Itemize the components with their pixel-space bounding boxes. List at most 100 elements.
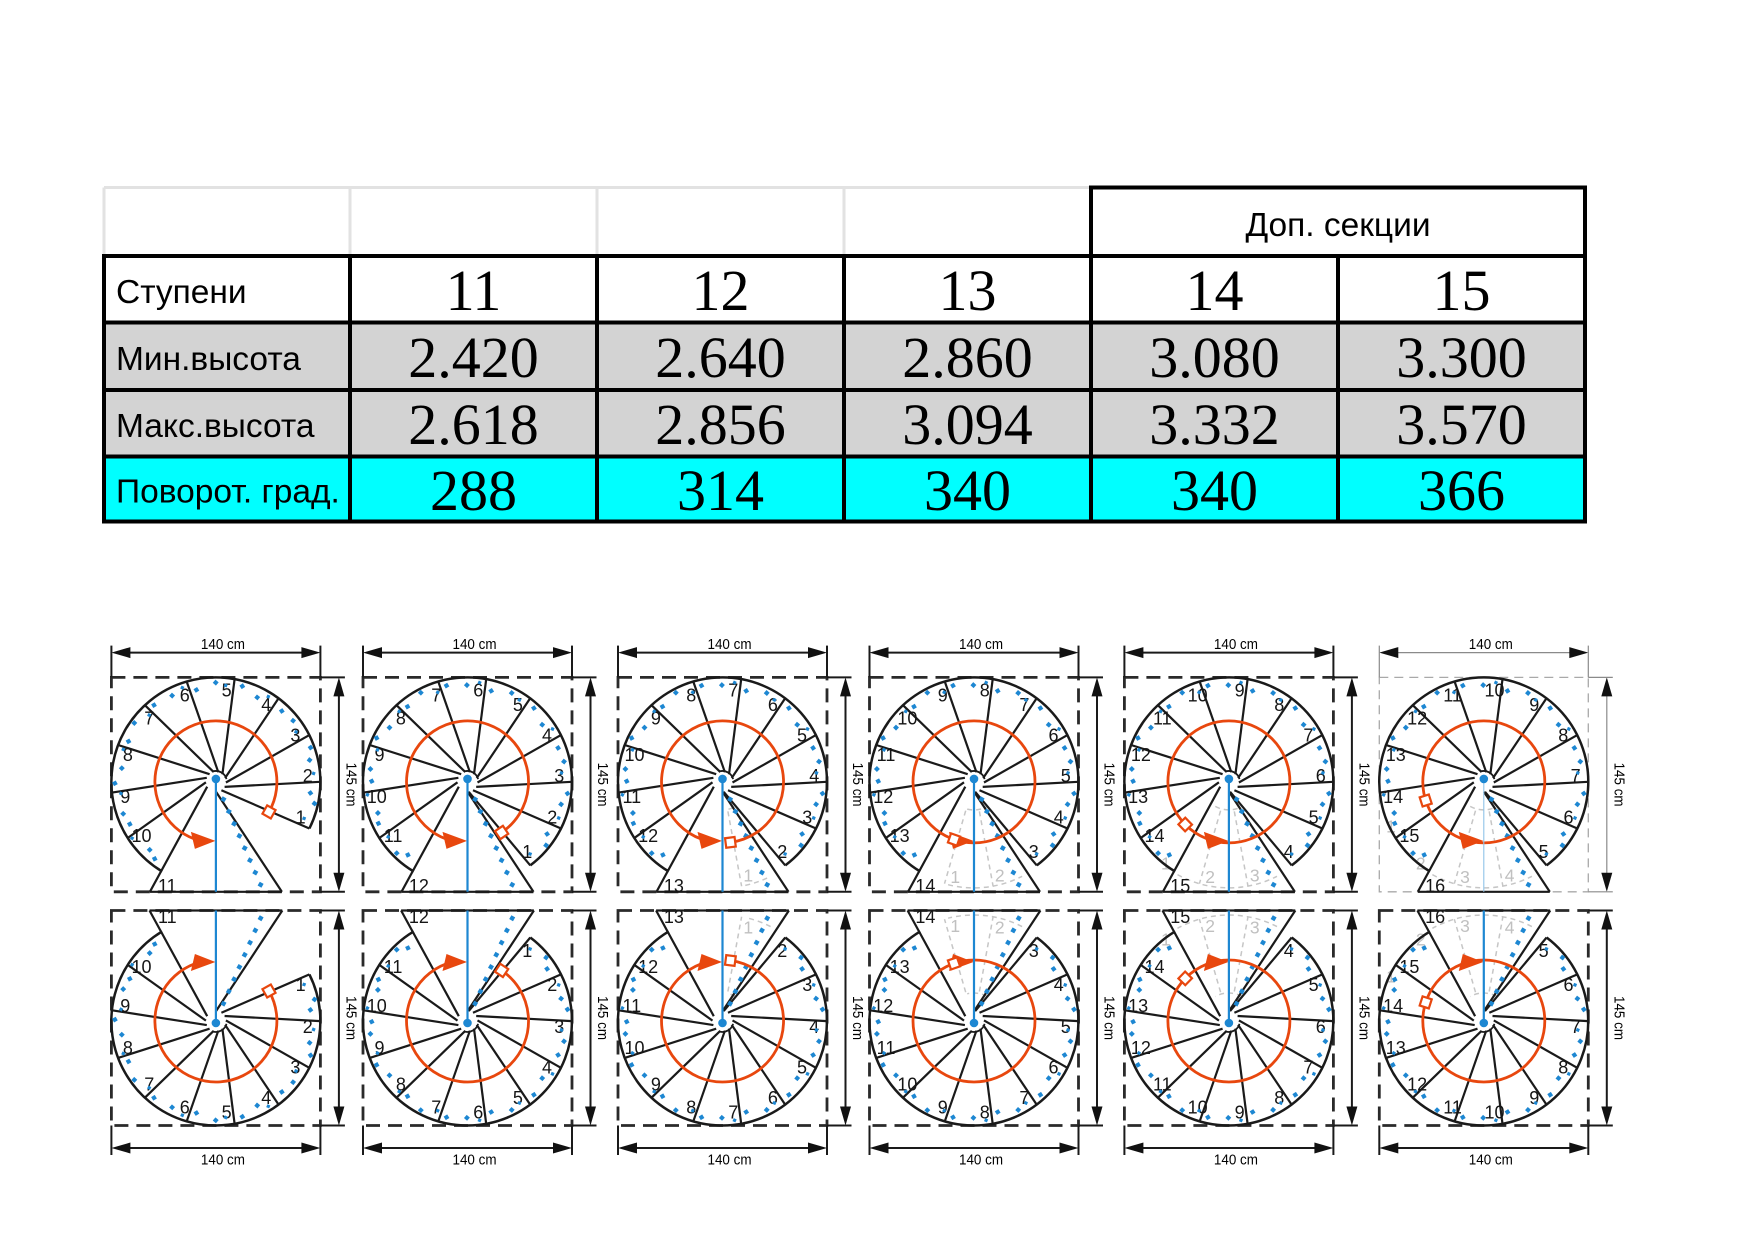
svg-text:314: 314 [677, 458, 764, 523]
svg-text:3: 3 [802, 808, 812, 828]
svg-text:4: 4 [1505, 865, 1515, 885]
svg-text:16: 16 [1425, 907, 1445, 927]
svg-text:14: 14 [1186, 258, 1244, 323]
svg-text:9: 9 [374, 1038, 384, 1058]
svg-text:2: 2 [1205, 916, 1215, 936]
svg-text:1: 1 [522, 941, 532, 961]
svg-text:140 cm: 140 cm [453, 1152, 497, 1169]
svg-text:1: 1 [743, 918, 753, 938]
svg-text:2: 2 [995, 865, 1005, 885]
svg-text:6: 6 [1048, 726, 1058, 746]
svg-text:13: 13 [1386, 1038, 1406, 1058]
svg-text:1: 1 [522, 842, 532, 862]
svg-text:3.094: 3.094 [902, 392, 1033, 457]
svg-text:145 cm: 145 cm [1101, 996, 1118, 1040]
svg-text:9: 9 [374, 745, 384, 765]
svg-text:2: 2 [303, 1017, 313, 1037]
svg-text:9: 9 [1529, 695, 1539, 715]
svg-text:1: 1 [950, 916, 960, 936]
svg-text:7: 7 [728, 681, 738, 701]
svg-text:145 cm: 145 cm [342, 763, 359, 807]
svg-text:15: 15 [1170, 907, 1190, 927]
svg-text:2: 2 [547, 975, 557, 995]
svg-text:12: 12 [409, 907, 429, 927]
svg-text:2.860: 2.860 [902, 325, 1033, 390]
svg-text:12: 12 [638, 957, 658, 977]
svg-text:14: 14 [915, 876, 935, 896]
svg-text:8: 8 [396, 1074, 406, 1094]
svg-text:2: 2 [1205, 867, 1215, 887]
svg-text:145 cm: 145 cm [849, 996, 866, 1040]
svg-text:1: 1 [743, 865, 753, 885]
svg-text:7: 7 [431, 685, 441, 705]
svg-text:140 cm: 140 cm [201, 1152, 245, 1169]
svg-text:4: 4 [1054, 975, 1064, 995]
svg-text:140 cm: 140 cm [453, 636, 497, 653]
svg-text:6: 6 [768, 1088, 778, 1108]
svg-text:13: 13 [1386, 745, 1406, 765]
svg-text:145 cm: 145 cm [594, 763, 611, 807]
svg-text:11: 11 [877, 1038, 896, 1058]
svg-text:340: 340 [924, 458, 1011, 523]
svg-text:340: 340 [1171, 458, 1258, 523]
svg-text:2.420: 2.420 [408, 325, 539, 390]
svg-text:3: 3 [1029, 941, 1039, 961]
svg-text:Ступени: Ступени [116, 274, 247, 311]
svg-text:11: 11 [1153, 709, 1172, 729]
svg-text:12: 12 [1407, 1074, 1427, 1094]
svg-text:1: 1 [1161, 853, 1171, 873]
svg-text:2: 2 [995, 918, 1005, 938]
svg-text:4: 4 [1505, 918, 1515, 938]
svg-text:15: 15 [1399, 957, 1419, 977]
svg-text:140 cm: 140 cm [1214, 1152, 1258, 1169]
svg-text:4: 4 [261, 695, 271, 715]
svg-text:2: 2 [1416, 930, 1426, 950]
svg-text:15: 15 [1399, 826, 1419, 846]
svg-text:7: 7 [1019, 695, 1029, 715]
svg-text:6: 6 [180, 1098, 190, 1118]
svg-text:1: 1 [1386, 966, 1396, 986]
svg-text:3: 3 [1029, 842, 1039, 862]
svg-text:9: 9 [938, 1098, 948, 1118]
svg-text:1: 1 [1386, 817, 1396, 837]
svg-text:4: 4 [1284, 842, 1294, 862]
svg-text:145 cm: 145 cm [1101, 763, 1118, 807]
svg-text:9: 9 [1235, 1102, 1245, 1122]
svg-text:12: 12 [1131, 745, 1151, 765]
svg-text:3.332: 3.332 [1149, 392, 1280, 457]
svg-text:11: 11 [158, 876, 177, 896]
svg-text:9: 9 [1529, 1088, 1539, 1108]
svg-text:13: 13 [1128, 787, 1148, 807]
svg-text:288: 288 [430, 458, 517, 523]
svg-text:12: 12 [1131, 1038, 1151, 1058]
svg-text:5: 5 [797, 726, 807, 746]
svg-text:12: 12 [692, 258, 750, 323]
svg-text:9: 9 [120, 787, 130, 807]
svg-text:1: 1 [1161, 930, 1171, 950]
svg-text:5: 5 [1309, 975, 1319, 995]
svg-text:12: 12 [638, 826, 658, 846]
svg-text:8: 8 [686, 685, 696, 705]
svg-text:13: 13 [890, 957, 910, 977]
svg-text:7: 7 [431, 1098, 441, 1118]
svg-text:145 cm: 145 cm [594, 996, 611, 1040]
svg-text:10: 10 [624, 1038, 644, 1058]
svg-text:13: 13 [890, 826, 910, 846]
svg-text:2.856: 2.856 [655, 392, 786, 457]
svg-text:8: 8 [1274, 1088, 1284, 1108]
svg-text:9: 9 [651, 1074, 661, 1094]
svg-text:5: 5 [1539, 842, 1549, 862]
svg-text:11: 11 [446, 258, 502, 323]
svg-text:3: 3 [1250, 918, 1260, 938]
svg-text:4: 4 [1284, 941, 1294, 961]
svg-text:12: 12 [409, 876, 429, 896]
svg-text:14: 14 [1383, 787, 1403, 807]
svg-text:140 cm: 140 cm [201, 636, 245, 653]
svg-text:3: 3 [1460, 867, 1470, 887]
svg-text:5: 5 [513, 695, 523, 715]
svg-text:Поворот. град.: Поворот. град. [116, 474, 340, 511]
svg-text:3: 3 [554, 1017, 564, 1037]
svg-text:10: 10 [1188, 1098, 1208, 1118]
svg-text:8: 8 [396, 709, 406, 729]
svg-text:2: 2 [303, 766, 313, 786]
